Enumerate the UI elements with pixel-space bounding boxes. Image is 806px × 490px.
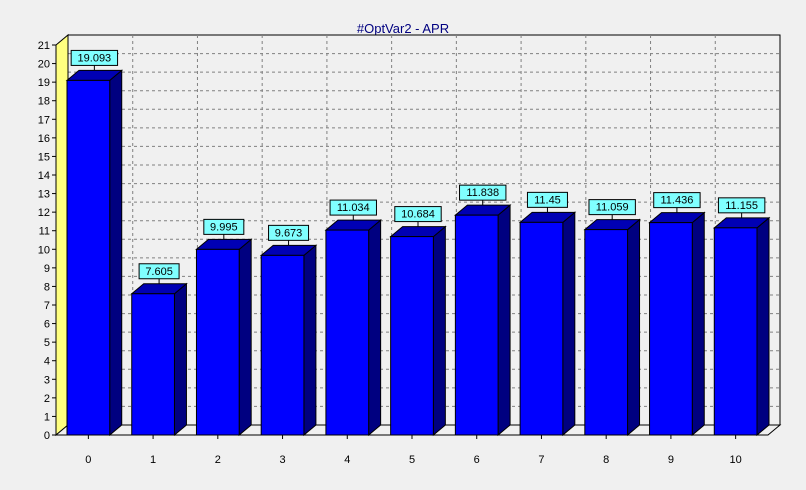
y-tick-label: 9	[44, 263, 50, 275]
y-tick-label: 20	[38, 59, 50, 71]
data-label: 11.838	[466, 187, 499, 199]
data-label-box	[268, 224, 310, 241]
y-tick-label: 15	[38, 151, 50, 163]
y-tick-label: 18	[38, 96, 50, 108]
bar	[519, 221, 564, 436]
bar-side	[497, 204, 511, 437]
data-label-box	[394, 206, 442, 223]
bar	[131, 293, 175, 436]
y-tick-label: 16	[38, 133, 50, 145]
y-tick-label: 4	[44, 356, 50, 368]
bar-side	[432, 225, 446, 437]
data-label: 10.684	[401, 209, 435, 221]
x-tick-label: 3	[279, 454, 285, 466]
bar	[66, 79, 111, 436]
x-tick-label: 1	[150, 454, 156, 466]
bar	[713, 227, 758, 436]
bar	[584, 229, 629, 436]
bar	[454, 214, 499, 436]
data-label: 11.436	[660, 195, 693, 207]
data-label-box	[70, 49, 119, 66]
y-tick-label: 19	[38, 77, 50, 89]
y-tick-label: 14	[38, 170, 50, 182]
data-label: 11.059	[596, 202, 629, 214]
y-tick-label: 6	[44, 319, 50, 331]
data-label-box	[588, 199, 636, 216]
data-label: 11.45	[534, 194, 561, 206]
x-tick-label: 2	[215, 454, 221, 466]
data-label: 9.995	[210, 221, 238, 233]
bar	[325, 229, 370, 436]
y-tick-label: 7	[44, 300, 50, 312]
left-wall	[55, 33, 69, 437]
data-labels: 19.093 7.605 9.995 9.673 11.034 10.684 11.838 1…	[70, 49, 766, 284]
bar	[390, 236, 434, 436]
bar-side	[756, 216, 770, 437]
bar-side	[303, 244, 317, 437]
bars	[65, 69, 771, 437]
bar-side	[368, 219, 382, 437]
bar-side	[109, 69, 123, 437]
y-tick-label: 5	[44, 337, 50, 349]
y-tick-label: 10	[38, 244, 50, 256]
bar	[649, 222, 693, 436]
bar	[195, 248, 240, 436]
data-label-box	[653, 192, 701, 209]
y-tick-label: 21	[38, 40, 50, 52]
data-label-box	[526, 191, 568, 208]
bar	[260, 254, 305, 436]
data-label-box	[459, 184, 507, 201]
data-label: 9.673	[275, 227, 303, 239]
bar-side	[173, 282, 187, 437]
bar-side	[238, 238, 252, 437]
x-tick-label: 5	[409, 454, 415, 466]
chart-title: #OptVar2 - APR	[357, 21, 449, 36]
data-label: 19.093	[78, 52, 112, 64]
bar-side	[562, 211, 576, 437]
x-tick-label: 7	[538, 454, 544, 466]
y-tick-label: 8	[44, 281, 50, 293]
y-tick-label: 1	[44, 411, 50, 423]
data-label-box	[329, 199, 377, 216]
x-tick-label: 10	[730, 454, 742, 466]
x-tick-label: 4	[344, 454, 350, 466]
data-label: 11.155	[725, 200, 758, 212]
data-label-box	[138, 263, 180, 280]
y-tick-label: 13	[38, 189, 50, 201]
bar-side	[691, 211, 705, 437]
y-tick-label: 0	[44, 430, 50, 442]
y-tick-label: 11	[39, 226, 50, 238]
x-tick-label: 9	[668, 454, 674, 466]
y-tick-label: 2	[44, 393, 50, 405]
data-label: 11.034	[337, 202, 370, 214]
x-tick-label: 6	[474, 454, 480, 466]
y-tick-label: 17	[38, 114, 50, 126]
data-label-box	[717, 197, 766, 214]
data-label: 7.605	[145, 266, 173, 278]
x-tick-label: 0	[85, 454, 91, 466]
y-tick-label: 12	[38, 207, 50, 219]
data-label-box	[203, 218, 245, 235]
bar-side	[627, 218, 641, 437]
x-tick-label: 8	[603, 454, 609, 466]
y-tick-label: 3	[44, 374, 50, 386]
